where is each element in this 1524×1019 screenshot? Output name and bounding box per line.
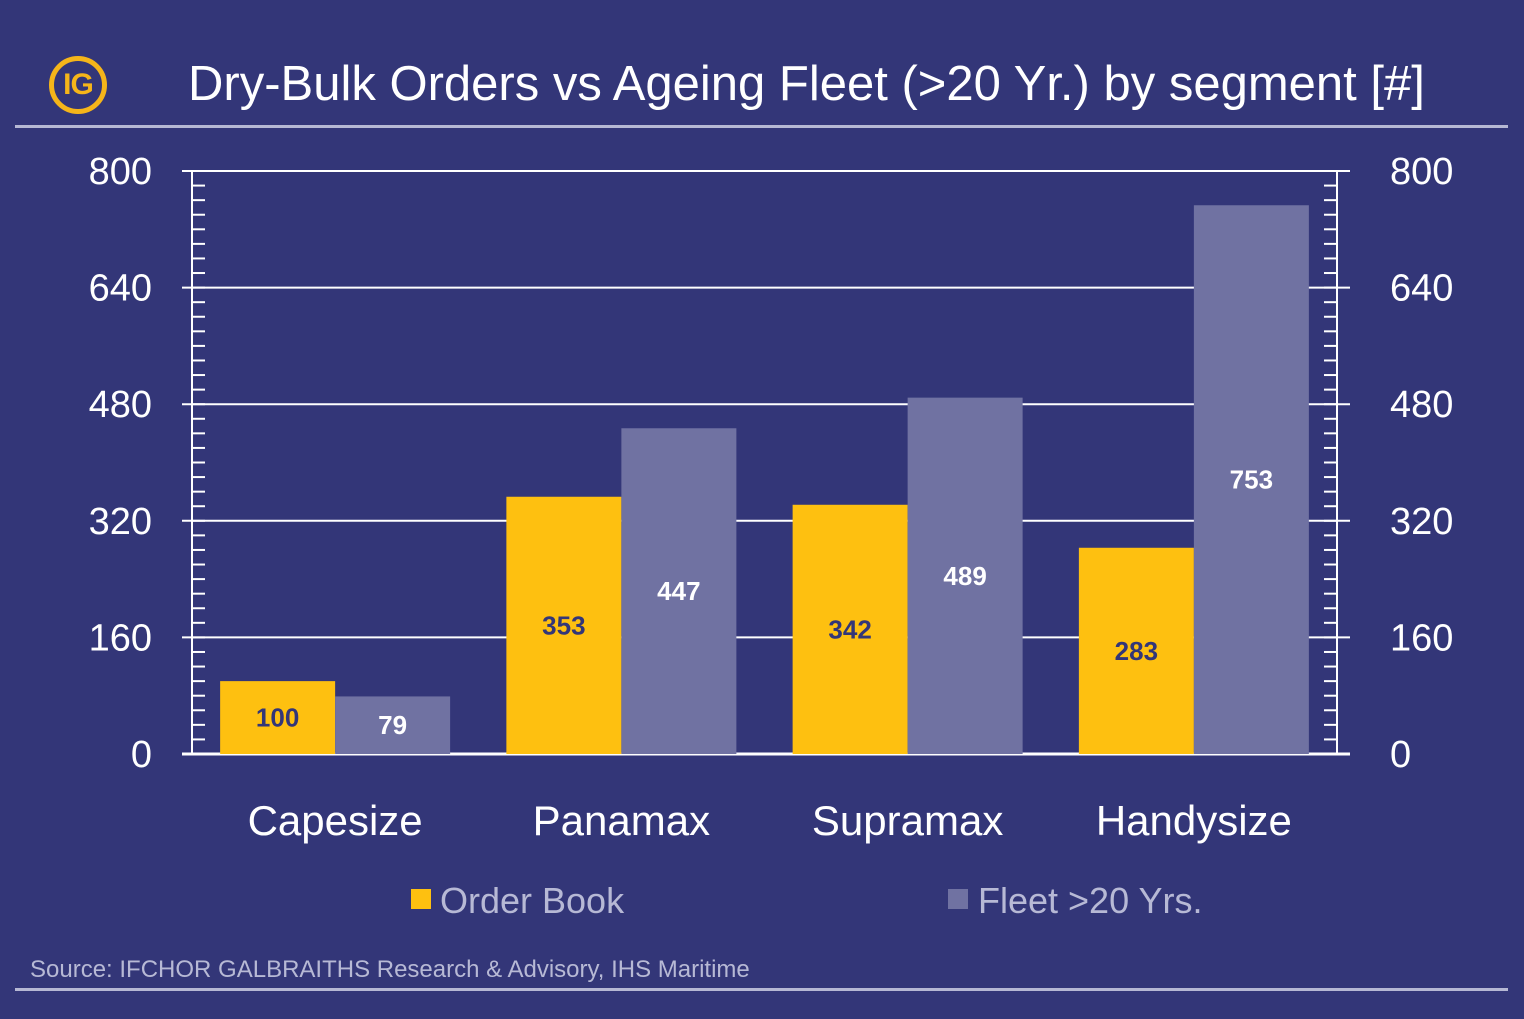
- data-label: 100: [256, 703, 299, 733]
- data-label: 447: [657, 576, 700, 606]
- y-tick-label-right: 320: [1390, 501, 1453, 543]
- y-tick-label-left: 0: [131, 734, 152, 776]
- y-axis-left-ticks: 0 160 320 480 640 800: [89, 151, 152, 776]
- legend-swatch: [411, 889, 431, 909]
- data-label: 79: [378, 710, 407, 740]
- legend-label: Order Book: [440, 880, 625, 921]
- data-label: 353: [542, 610, 585, 640]
- title-divider: [15, 125, 1508, 128]
- bar-fleet-over-20: [335, 696, 451, 754]
- category-label: Handysize: [1096, 797, 1292, 844]
- bar-order-book: [792, 504, 908, 754]
- bar-fleet-over-20: [621, 428, 737, 754]
- y-tick-label-left: 480: [89, 384, 152, 426]
- y-tick-label-left: 640: [89, 268, 152, 310]
- bar-order-book: [220, 681, 336, 754]
- data-labels: 100 79 353 447 342 489 283 753: [256, 465, 1273, 741]
- source-note: Source: IFCHOR GALBRAITHS Research & Adv…: [30, 956, 750, 983]
- data-label: 753: [1230, 465, 1273, 495]
- bars: [220, 205, 1309, 755]
- data-label: 283: [1115, 636, 1158, 666]
- y-tick-label-left: 800: [89, 151, 152, 193]
- y-tick-label-right: 160: [1390, 617, 1453, 659]
- ig-logo: IG: [49, 56, 107, 114]
- category-label: Panamax: [533, 797, 710, 844]
- category-labels: Capesize Panamax Supramax Handysize: [248, 797, 1292, 844]
- category-label: Capesize: [248, 797, 423, 844]
- y-tick-label-left: 320: [89, 501, 152, 543]
- data-label: 489: [943, 561, 986, 591]
- bar-order-book: [1078, 547, 1194, 754]
- bar-fleet-over-20: [907, 397, 1023, 754]
- y-tick-label-right: 480: [1390, 384, 1453, 426]
- category-label: Supramax: [812, 797, 1003, 844]
- chart-title: Dry-Bulk Orders vs Ageing Fleet (>20 Yr.…: [188, 57, 1425, 111]
- bar-order-book: [506, 496, 622, 754]
- bar-fleet-over-20: [1193, 205, 1309, 755]
- legend-label: Fleet >20 Yrs.: [978, 880, 1202, 921]
- y-axis-right-ticks: 0 160 320 480 640 800: [1390, 151, 1453, 776]
- footer-divider: [15, 988, 1508, 991]
- y-tick-label-right: 800: [1390, 151, 1453, 193]
- y-tick-label-left: 160: [89, 617, 152, 659]
- legend: Order Book Fleet >20 Yrs.: [411, 880, 1202, 921]
- data-label: 342: [828, 614, 871, 644]
- legend-swatch: [948, 889, 968, 909]
- y-tick-label-right: 640: [1390, 268, 1453, 310]
- y-tick-label-right: 0: [1390, 734, 1411, 776]
